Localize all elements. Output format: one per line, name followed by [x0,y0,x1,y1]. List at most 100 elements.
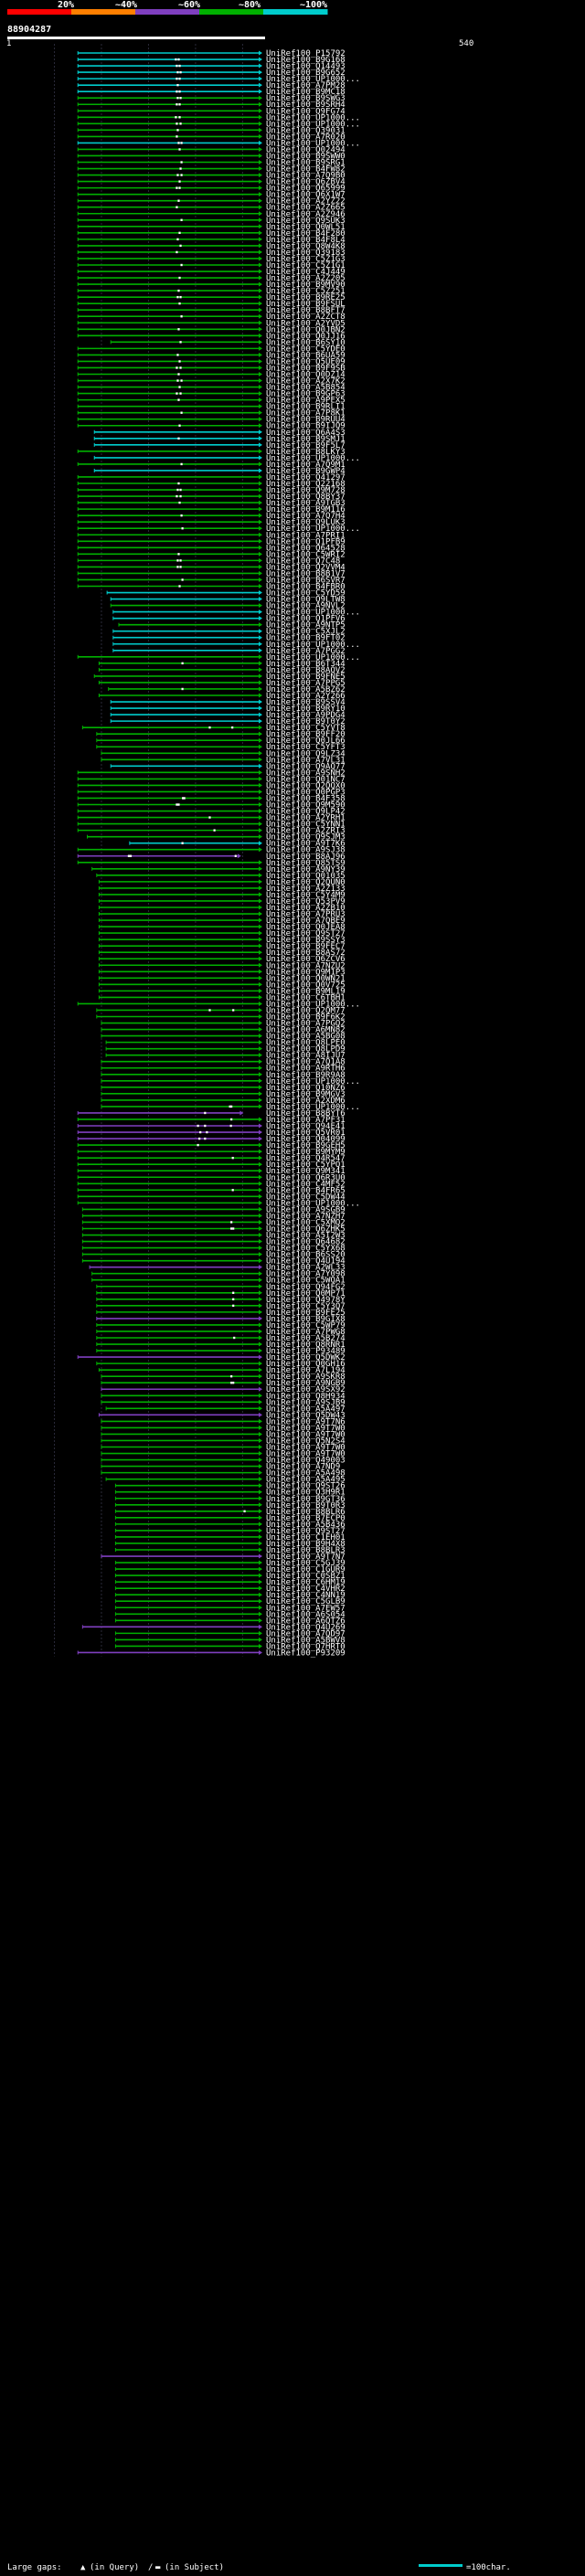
row-label[interactable]: UniRef100_C5YVT8 [266,724,346,733]
alignment-row[interactable]: UniRef100_A2YVD5 [77,319,346,328]
row-label[interactable]: UniRef100_A9NTP5 [266,621,346,631]
alignment-row[interactable]: UniRef100_Q41297 [77,473,346,482]
alignment-row[interactable]: UniRef100_Q2VVM4 [77,563,346,572]
row-label[interactable]: UniRef100_Q0V725 [266,981,346,990]
alignment-row[interactable]: UniRef100_A2X7K2 [77,377,346,387]
alignment-row[interactable]: UniRef100_Q2QQX0 [77,781,346,790]
row-label[interactable]: UniRef100_B8B1V7 [266,569,346,578]
alignment-row[interactable]: UniRef100_Q64528 [77,544,346,553]
alignment-row[interactable]: UniRef100_B9RUU4 [77,416,346,425]
alignment-row[interactable]: UniRef100_C5XMQ2 [81,1218,346,1227]
row-label[interactable]: UniRef100_C6TBH1 [266,993,346,1002]
row-label[interactable]: UniRef100_Q39031 [266,126,346,135]
row-label[interactable]: UniRef100_Q01035 [266,872,346,881]
row-label[interactable]: UniRef100_A5B436 [266,1521,346,1530]
alignment-row[interactable]: UniRef100_P93489 [96,1347,346,1356]
alignment-row[interactable]: UniRef100_C5WRI2 [77,550,346,559]
row-label[interactable]: UniRef100_A2ZB10 [266,904,346,913]
row-label[interactable]: UniRef100_Q0JEA8 [266,923,346,932]
row-label[interactable]: UniRef100_A2ZRI3 [266,827,346,836]
alignment-row[interactable]: UniRef100_A2Y266 [98,692,346,701]
row-label[interactable]: UniRef100_Q8W4K8 [266,242,346,251]
alignment-row[interactable]: UniRef100_Q8LPE0 [105,1039,346,1048]
row-label[interactable]: UniRef100_UP1000... [266,1103,360,1112]
alignment-row[interactable]: UniRef100_A9T7K6 [129,840,346,849]
alignment-row[interactable]: UniRef100_A2ZCT8 [77,313,346,322]
row-label[interactable]: UniRef100_B9IJQ9 [266,422,346,431]
row-label[interactable]: UniRef100_A5BG08 [266,1033,346,1042]
row-label[interactable]: UniRef100_Q64682 [266,1238,346,1247]
alignment-row[interactable]: UniRef100_A2Z205 [77,274,346,283]
row-label[interactable]: UniRef100_A6MN82 [266,1026,346,1035]
alignment-row[interactable]: UniRef100_B8LKY3 [77,448,346,457]
alignment-row[interactable]: UniRef100_Q49003 [101,1457,346,1466]
row-label[interactable]: UniRef100_B9GEH5 [266,1141,346,1150]
row-label[interactable]: UniRef100_UP1000... [266,1077,360,1087]
row-label[interactable]: UniRef100_A7PRU3 [266,910,346,919]
row-label[interactable]: UniRef100_C5GLB9 [266,1597,346,1606]
row-label[interactable]: UniRef100_Q1PFB9 [266,537,346,546]
row-label[interactable]: UniRef100_B4FW82 [266,165,346,175]
row-label[interactable]: UniRef100_Q2QM77 [266,1006,346,1015]
alignment-row[interactable]: UniRef100_Q64682 [81,1238,346,1247]
alignment-row[interactable]: UniRef100_A9T7W0 [101,1424,346,1433]
alignment-row[interactable]: UniRef100_Q6A4S3 [93,429,346,438]
row-label[interactable]: UniRef100_Q39183 [266,249,346,258]
row-label[interactable]: UniRef100_A5I2W3 [266,1232,346,1241]
alignment-row[interactable]: UniRef100_B9H4X8 [114,1540,346,1549]
alignment-row[interactable]: UniRef100_B9MC18 [77,88,346,97]
alignment-row[interactable]: UniRef100_A2WL33 [89,1264,346,1273]
alignment-row[interactable]: UniRef100_B6UA59 [77,351,346,360]
row-label[interactable]: UniRef100_B9RLI1 [266,403,346,412]
row-label[interactable]: UniRef100_A2Z946 [266,210,346,219]
row-label[interactable]: UniRef100_B9FT02 [266,634,346,643]
row-label[interactable]: UniRef100_B6SVR7 [266,576,346,585]
row-label[interactable]: UniRef100_B8BFT7 [266,306,346,315]
row-label[interactable]: UniRef100_Q14493 [266,62,346,71]
alignment-row[interactable]: UniRef100_Q8H934 [101,1392,346,1401]
alignment-row[interactable]: UniRef100_B9RE25 [77,293,346,302]
alignment-row[interactable]: UniRef100_Q6ZCV6 [98,955,346,964]
row-label[interactable]: UniRef100_A9T7K6 [266,840,346,849]
alignment-row[interactable]: UniRef100_A5BWV8 [114,1636,346,1645]
alignment-row[interactable]: UniRef100_Q2QUN0 [98,878,346,887]
alignment-row[interactable]: UniRef100_Q5UE09 [77,357,346,366]
row-label[interactable]: UniRef100_Q9M1P3 [266,968,346,977]
row-label[interactable]: UniRef100_B9F9SB [266,364,346,373]
alignment-row[interactable]: UniRef100_Q04099 [77,1135,346,1144]
row-label[interactable]: UniRef100_A5A498 [266,1469,346,1479]
row-label[interactable]: UniRef100_Q9ST27 [266,1527,346,1536]
alignment-row[interactable]: UniRef100_A2YZ22 [77,197,346,207]
row-label[interactable]: UniRef100_Q0JL66 [266,737,346,746]
row-label[interactable]: UniRef100_A9T7W0 [266,1430,346,1439]
alignment-row[interactable]: UniRef100_B8B1V7 [77,569,346,578]
alignment-row[interactable]: UniRef100_Q65999 [77,185,346,194]
alignment-row[interactable]: UniRef100_B9MGV3 [101,1090,346,1099]
alignment-row[interactable]: UniRef100_A7PRU3 [98,910,346,919]
row-label[interactable]: UniRef100_A7Q9M1 [266,461,346,470]
alignment-row[interactable]: UniRef100_Q9LP42 [77,808,346,817]
row-label[interactable]: UniRef100_A5BZ62 [266,685,346,694]
row-label[interactable]: UniRef100_B9GIX8 [266,1315,346,1324]
row-label[interactable]: UniRef100_B7ECP0 [266,1514,346,1523]
row-label[interactable]: UniRef100_A7Q7H4 [266,512,346,521]
row-label[interactable]: UniRef100_B9RE25 [266,293,346,302]
row-label[interactable]: UniRef100_Q9LUK3 [266,518,346,527]
row-label[interactable]: UniRef100_A2YZ22 [266,197,346,207]
alignment-row[interactable]: UniRef100_Q2QM77 [96,1006,346,1015]
row-label[interactable]: UniRef100_B9SRG1 [266,159,346,168]
row-label[interactable]: UniRef100_B9H4X8 [266,1540,346,1549]
alignment-row[interactable]: UniRef100_UP1000... [77,525,360,534]
alignment-row[interactable]: UniRef100_A9RTH6 [101,1065,346,1074]
row-label[interactable]: UniRef100_P15792 [266,49,346,58]
alignment-row[interactable]: UniRef100_C5YVT8 [81,724,346,733]
alignment-row[interactable]: UniRef100_A2Z665 [77,204,346,213]
alignment-row[interactable]: UniRef100_UP1000... [77,113,360,122]
alignment-row[interactable]: UniRef100_Q4978Y [96,1296,346,1305]
row-label[interactable]: UniRef100_B9MGV3 [266,1090,346,1099]
row-label[interactable]: UniRef100_Q10NZ6 [266,1084,346,1093]
alignment-row[interactable]: UniRef100_UP1000... [77,1199,360,1208]
alignment-row[interactable]: UniRef100_A5A495 [105,1476,346,1485]
row-label[interactable]: UniRef100_B9MC18 [266,88,346,97]
row-label[interactable]: UniRef100_UP1000... [266,641,360,650]
